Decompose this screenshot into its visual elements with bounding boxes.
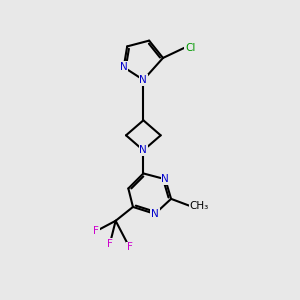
Text: N: N	[161, 174, 169, 184]
Text: Cl: Cl	[185, 43, 195, 52]
Text: N: N	[151, 209, 159, 219]
Text: N: N	[140, 145, 147, 155]
Text: F: F	[93, 226, 99, 236]
Text: F: F	[107, 239, 113, 249]
Text: N: N	[140, 75, 147, 85]
Text: CH₃: CH₃	[190, 201, 209, 211]
Text: F: F	[127, 242, 132, 252]
Text: N: N	[120, 62, 128, 72]
